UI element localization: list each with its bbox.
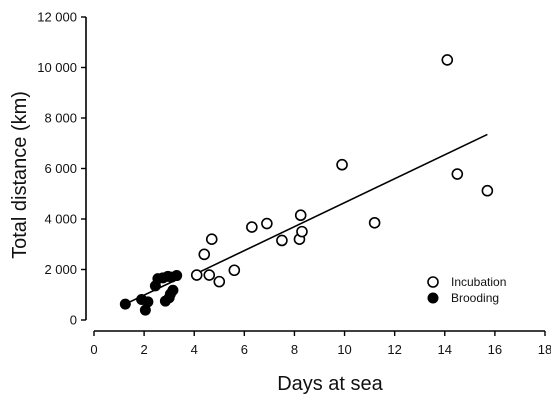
data-point-incubation — [294, 209, 307, 222]
data-point-incubation — [205, 233, 218, 245]
x-tick-label: 8 — [291, 342, 298, 357]
x-tick-label: 12 — [387, 342, 401, 357]
legend: Incubation Brooding — [427, 275, 506, 305]
trendlines — [124, 133, 488, 305]
y-axis: 0 2 000 4 000 6 000 8 000 10 000 12 000 — [37, 10, 87, 328]
trendline-incubation — [193, 133, 488, 276]
trendline-brooding — [124, 278, 178, 305]
legend-marker-incubation — [427, 276, 439, 288]
data-point-incubation — [368, 216, 381, 229]
data-point-brooding — [142, 296, 154, 308]
x-tick-label: 6 — [241, 342, 248, 357]
x-tick-label: 10 — [337, 342, 351, 357]
data-point-incubation — [276, 234, 288, 247]
data-point-brooding — [171, 270, 183, 282]
data-point-brooding — [119, 298, 131, 310]
x-tick-label: 14 — [438, 342, 452, 357]
x-axis: 0 2 4 6 8 10 12 14 16 18 — [90, 330, 551, 357]
y-tick-label: 2 000 — [44, 262, 77, 277]
data-point-incubation — [261, 217, 273, 230]
data-point-incubation — [336, 158, 348, 171]
legend-label-brooding: Brooding — [451, 291, 499, 305]
y-tick-label: 12 000 — [37, 10, 77, 25]
x-tick-label: 18 — [538, 342, 551, 357]
data-point-incubation — [198, 248, 211, 261]
data-point-brooding — [167, 284, 179, 296]
x-tick-label: 2 — [140, 342, 147, 357]
data-point-incubation — [296, 225, 308, 238]
data-point-incubation — [213, 275, 226, 288]
legend-marker-brooding — [427, 292, 439, 304]
data-point-incubation — [203, 269, 216, 281]
x-tick-label: 16 — [488, 342, 502, 357]
y-axis-label: Total distance (km) — [9, 91, 31, 259]
data-point-incubation — [228, 264, 241, 277]
y-tick-label: 0 — [70, 313, 77, 328]
data-point-incubation — [190, 269, 203, 281]
x-tick-label: 4 — [191, 342, 198, 357]
x-axis-label: Days at sea — [277, 373, 383, 395]
data-point-incubation — [481, 184, 494, 197]
y-tick-label: 8 000 — [44, 111, 77, 126]
data-point-incubation — [246, 221, 258, 233]
y-tick-label: 10 000 — [37, 60, 77, 75]
y-tick-label: 4 000 — [44, 212, 77, 227]
data-points — [119, 54, 494, 316]
y-tick-label: 6 000 — [44, 161, 77, 176]
data-point-incubation — [451, 168, 464, 180]
legend-label-incubation: Incubation — [451, 275, 506, 289]
data-point-incubation — [441, 54, 454, 66]
x-tick-label: 0 — [90, 342, 97, 357]
